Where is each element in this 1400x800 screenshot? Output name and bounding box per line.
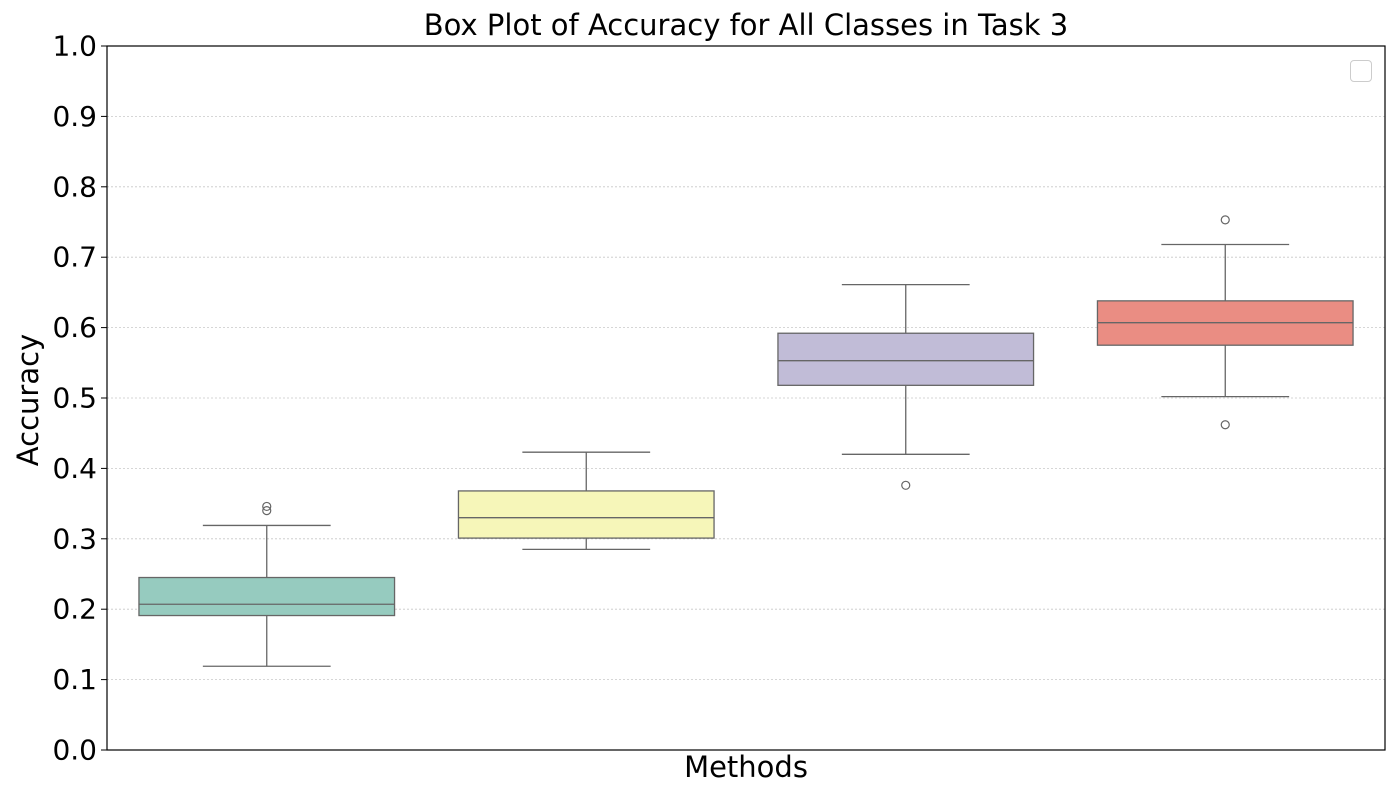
y-tick-label: 0.1 (52, 663, 97, 696)
y-tick-label: 0.3 (52, 522, 97, 555)
chart-title: Box Plot of Accuracy for All Classes in … (423, 8, 1069, 42)
box-iqr (777, 332, 1035, 386)
box-4 (1096, 215, 1354, 430)
y-axis-label: Accuracy (11, 333, 45, 467)
y-tick-label: 0.4 (52, 452, 97, 485)
y-tick-label: 1.0 (52, 30, 97, 63)
y-tick-label: 0.2 (52, 593, 97, 626)
boxes-layer (138, 215, 1354, 667)
box-3 (777, 284, 1035, 490)
y-tick-label: 0.5 (52, 382, 97, 415)
legend (1350, 60, 1372, 82)
box-iqr (457, 490, 715, 539)
y-tick-label: 0.7 (52, 241, 97, 274)
y-tick-label: 0.8 (52, 170, 97, 203)
x-axis-label: Methods (684, 750, 808, 784)
outlier-point (1220, 420, 1230, 430)
y-tick-label: 0.6 (52, 311, 97, 344)
y-tick-label: 0.0 (52, 734, 97, 767)
outlier-point (1220, 215, 1230, 225)
outlier-point (262, 501, 272, 512)
box-1 (138, 501, 396, 667)
box-iqr (138, 576, 396, 617)
outlier-point (901, 480, 911, 490)
plot-frame (106, 45, 1386, 751)
box-2 (457, 451, 715, 551)
y-axis-ticks: 0.0 0.1 0.2 0.3 0.4 0.5 0.6 0.7 0.8 0.9 1.0 (52, 30, 107, 767)
outlier-point (262, 506, 272, 516)
y-tick-label: 0.9 (52, 100, 97, 133)
